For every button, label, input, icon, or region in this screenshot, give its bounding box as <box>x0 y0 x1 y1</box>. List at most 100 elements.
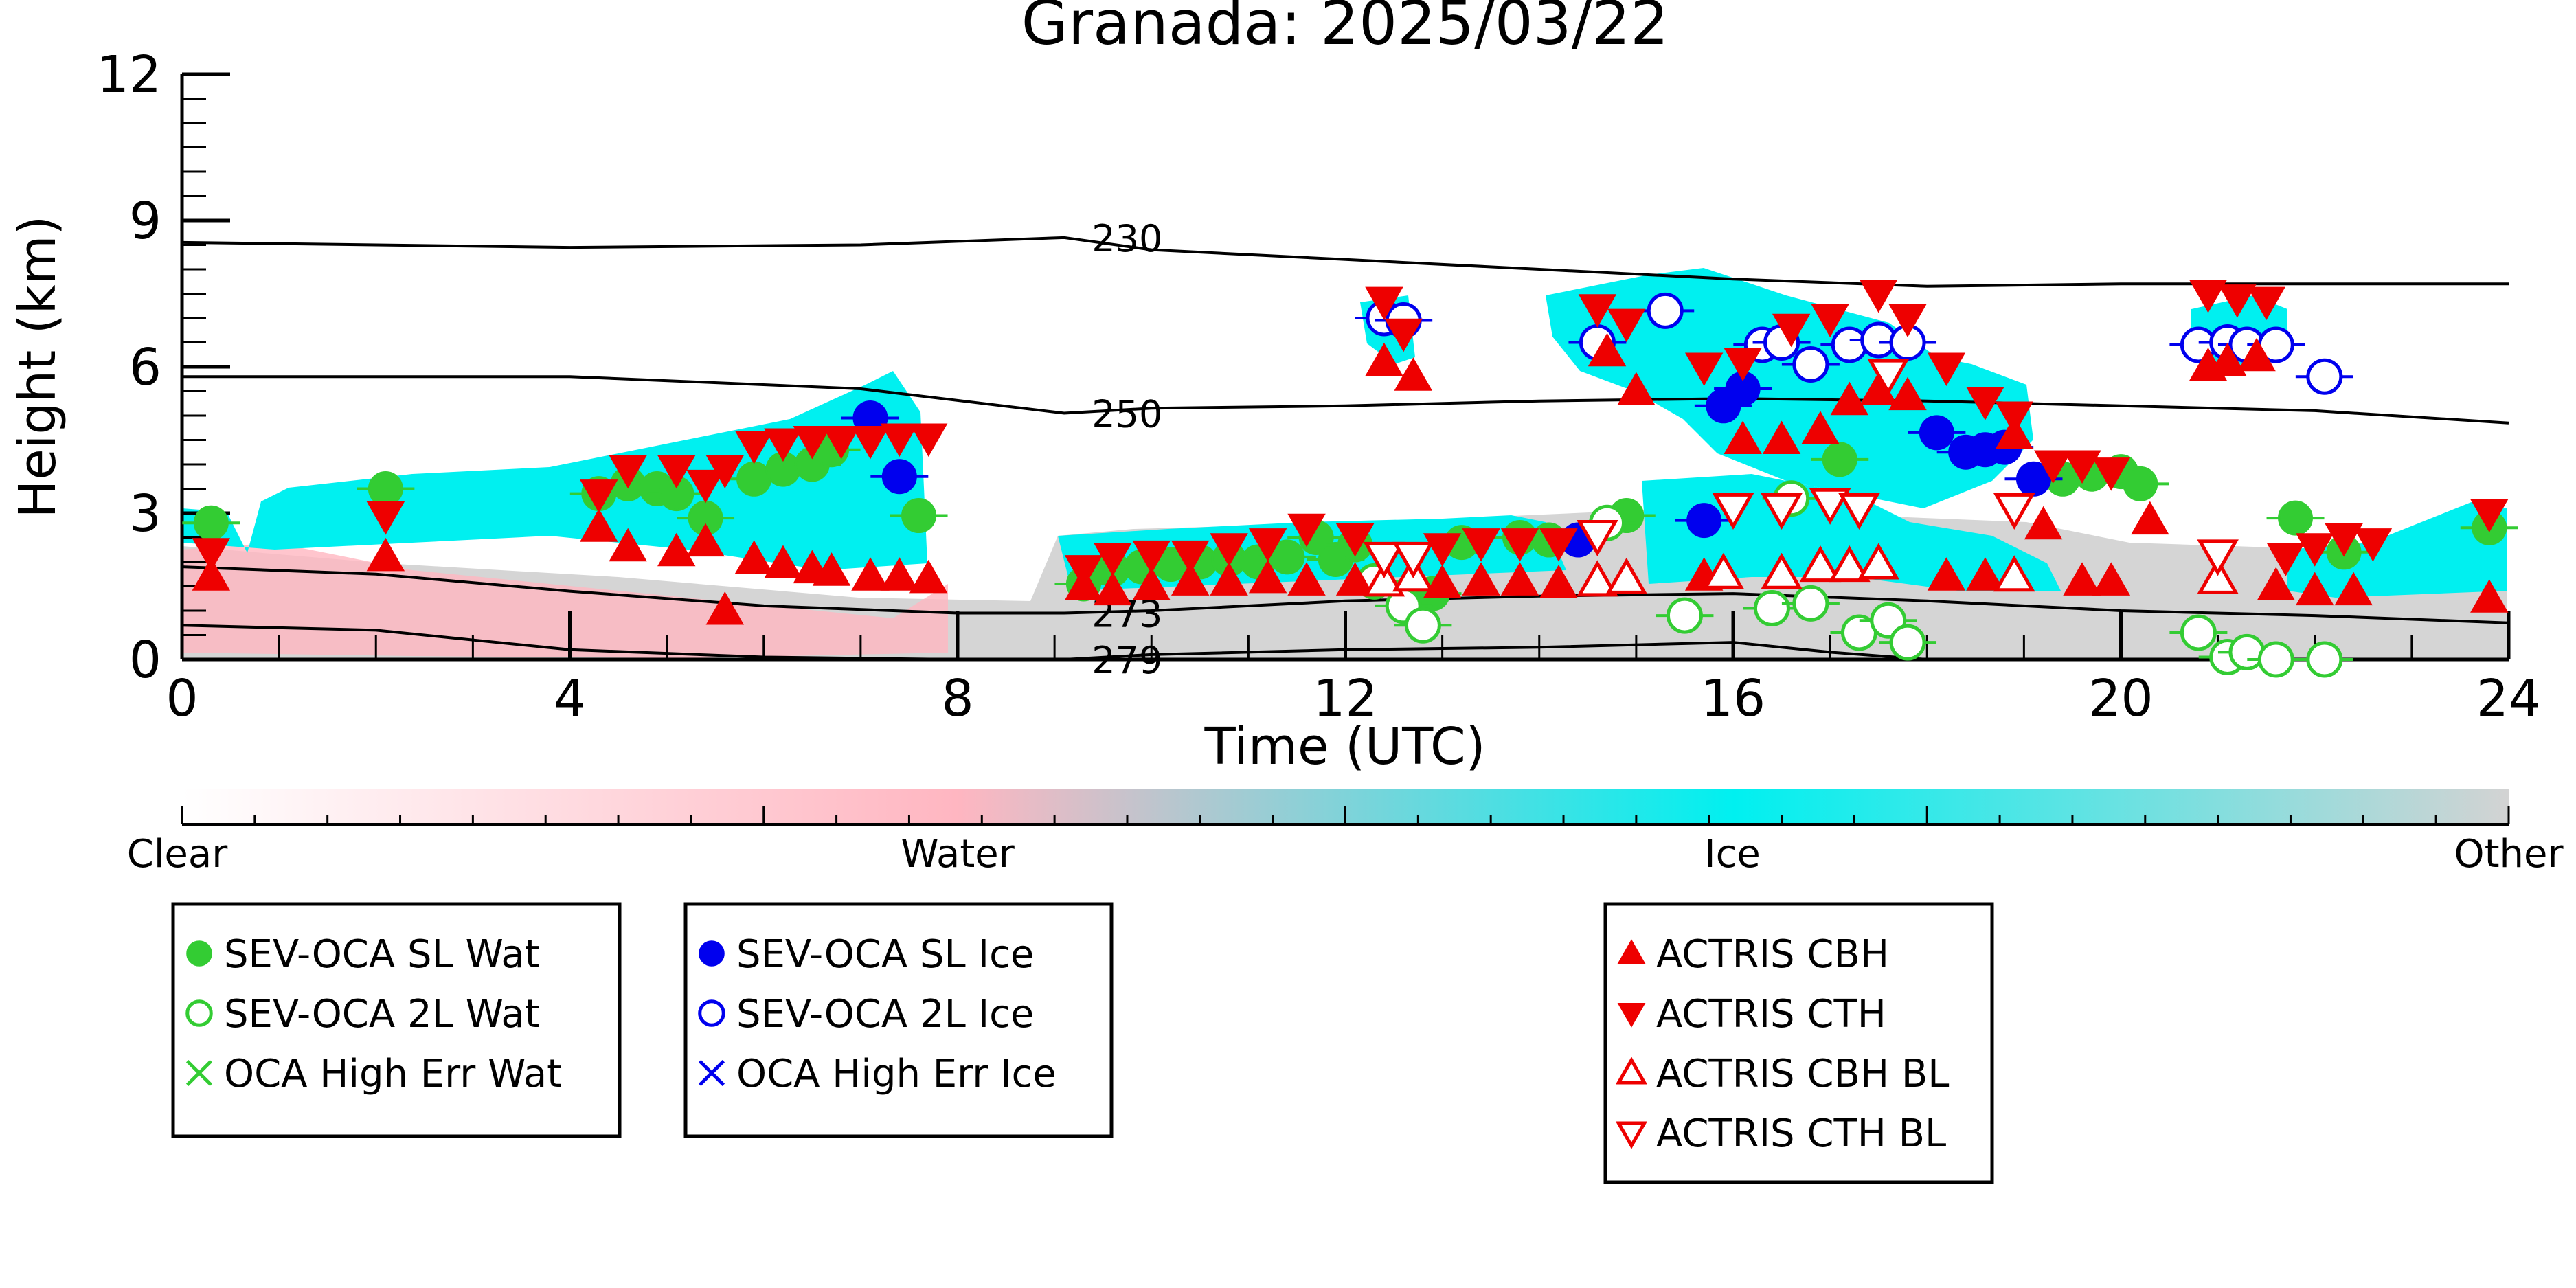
colorbar-label-water: Water <box>901 832 1015 877</box>
data-point <box>2353 528 2393 562</box>
series-sev-oca-sl-ice <box>841 371 2063 558</box>
legend-marker <box>699 940 725 967</box>
data-point <box>1993 493 2035 530</box>
data-point <box>1577 560 1618 597</box>
legend-item-sev-oca-2l-ice: SEV-OCA 2L Ice <box>698 992 1034 1037</box>
legend-label: SEV-OCA 2L Ice <box>736 992 1034 1037</box>
data-point <box>609 528 647 562</box>
legend-marker <box>185 1059 213 1087</box>
data-point <box>880 423 919 457</box>
legend-frame <box>171 902 622 1138</box>
legend-marker <box>1615 1057 1648 1085</box>
data-point <box>1762 420 1801 454</box>
data-point <box>1617 372 1656 405</box>
series-actris-cbh-bl <box>1363 543 2239 597</box>
data-point <box>1539 528 1578 562</box>
data-point <box>1830 381 1869 416</box>
data-point <box>1094 572 1132 606</box>
data-point <box>901 498 937 534</box>
legend-marker <box>698 999 725 1027</box>
data-point <box>192 557 231 591</box>
data-point <box>734 431 773 464</box>
data-point <box>1363 541 1405 578</box>
y-tick-label: 12 <box>97 45 161 104</box>
data-point <box>366 537 405 572</box>
x-tick-label: 0 <box>166 669 198 728</box>
data-point <box>2131 501 2169 535</box>
legend-item-oca-high-err-ice: OCA High Err Ice <box>698 1052 1057 1096</box>
data-point <box>1838 493 1880 530</box>
data-point <box>1966 557 2004 591</box>
data-point <box>2278 500 2314 536</box>
data-point <box>1248 559 1287 594</box>
data-point <box>1712 493 1754 530</box>
y-tick-label: 3 <box>129 484 161 543</box>
series-sev-oca-2l-wat <box>1345 480 2353 678</box>
legend-label: SEV-OCA 2L Wat <box>224 992 540 1037</box>
data-point <box>1500 562 1539 596</box>
data-point <box>1724 420 1762 454</box>
data-point <box>1857 543 1899 580</box>
data-point <box>1462 562 1500 596</box>
data-point <box>1889 624 1926 661</box>
data-point <box>2237 337 2276 372</box>
data-point <box>1809 488 1851 525</box>
legend-item-sev-oca-sl-wat: SEV-OCA SL Wat <box>186 932 540 977</box>
data-point <box>2189 280 2228 313</box>
data-point <box>2033 450 2072 484</box>
data-point <box>657 532 696 567</box>
data-point <box>657 455 696 489</box>
data-point <box>734 540 773 574</box>
data-point <box>2218 284 2257 318</box>
legend-label: ACTRIS CTH BL <box>1656 1111 1946 1156</box>
ice-region-7 <box>2287 501 2507 598</box>
series-actris-cth <box>192 280 2509 589</box>
data-point <box>851 557 890 591</box>
legend-marker <box>185 999 213 1027</box>
legend-label: ACTRIS CTH <box>1656 992 1886 1037</box>
data-point <box>2123 466 2158 501</box>
data-point <box>1404 607 1441 644</box>
data-point <box>822 426 861 460</box>
data-point <box>2257 567 2296 600</box>
data-point <box>1365 286 1403 321</box>
x-tick-label: 12 <box>1313 669 1377 728</box>
data-point <box>1927 352 1966 387</box>
data-point <box>1269 539 1305 575</box>
data-point <box>1829 545 1871 583</box>
data-point <box>764 545 802 579</box>
data-point <box>1993 555 2035 592</box>
data-point <box>1753 589 1790 626</box>
data-point <box>1423 533 1462 567</box>
data-point <box>909 423 948 457</box>
ice-region-1 <box>182 371 927 570</box>
legend-item-sev-oca-2l-wat: SEV-OCA 2L Wat <box>185 992 540 1037</box>
ice-region-3 <box>1546 268 2033 508</box>
series-sev-oca-sl-wat <box>182 432 2518 611</box>
contour-230 <box>182 236 2509 288</box>
x-tick-label: 24 <box>2476 669 2541 728</box>
data-point <box>1686 503 1722 539</box>
data-point <box>1423 564 1462 598</box>
data-point <box>580 479 618 513</box>
data-point <box>1500 528 1539 562</box>
data-point <box>2257 641 2294 678</box>
data-point <box>1578 294 1617 328</box>
legend-marker <box>698 1059 725 1087</box>
x-tick-label: 4 <box>554 669 586 728</box>
data-point <box>1867 359 1910 396</box>
data-point <box>1666 597 1703 634</box>
data-point <box>1132 540 1171 574</box>
legend-label: ACTRIS CBH <box>1656 932 1889 977</box>
data-point <box>1822 442 1857 477</box>
legend-box-1: SEV-OCA SL Wat SEV-OCA 2L Wat OCA High Err… <box>171 902 622 1138</box>
contour-250 <box>182 375 2509 425</box>
data-point <box>1995 401 2033 436</box>
legends: SEV-OCA SL Wat SEV-OCA 2L Wat OCA High Err… <box>171 902 1994 1184</box>
legend-marker <box>1615 1121 1648 1149</box>
temperature-contours <box>182 236 2509 659</box>
data-point <box>1927 557 1966 591</box>
data-point <box>705 591 745 625</box>
data-point <box>1888 376 1927 411</box>
